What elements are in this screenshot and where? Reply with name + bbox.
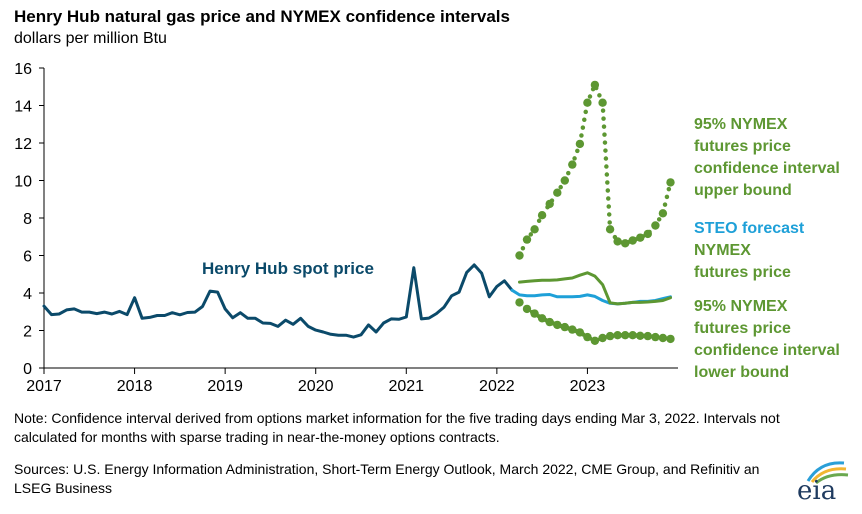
95-nymex-futures-price-confidence-interval-upper-bound-point: [628, 236, 637, 245]
95-nymex-futures-price-confidence-interval-upper-bound-point: [522, 235, 532, 244]
95-nymex-futures-price-confidence-interval-upper-bound-point: [621, 239, 630, 248]
95-nymex-futures-price-confidence-interval-upper-bound-point: [590, 80, 600, 90]
95-nymex-futures-price-confidence-interval-lower-bound-point: [568, 325, 577, 334]
eia-logo-text: eia: [797, 476, 837, 506]
annotation-upper-line-2: futures price: [694, 138, 791, 155]
95-nymex-futures-price-confidence-interval-upper-bound-point: [545, 199, 554, 209]
95-nymex-futures-price-confidence-interval-upper-bound-point: [598, 98, 607, 107]
95-nymex-futures-price-confidence-interval-lower-bound-point: [621, 331, 630, 340]
95-nymex-futures-price-confidence-interval-lower-bound-point: [515, 298, 524, 307]
95-nymex-futures-price-confidence-interval-upper-bound-point: [666, 178, 675, 187]
chart-note: Note: Confidence interval derived from o…: [14, 410, 780, 445]
y-tick-label: 10: [14, 174, 32, 191]
y-axis-unit-label: dollars per million Btu: [14, 30, 167, 47]
95-nymex-futures-price-confidence-interval-lower-bound-point: [643, 331, 652, 341]
y-tick-label: 6: [23, 249, 32, 266]
annotation-upper-line-3: confidence interval: [694, 160, 840, 177]
95-nymex-futures-price-confidence-interval-lower-bound-point: [583, 332, 592, 342]
x-tick-label: 2018: [117, 378, 153, 395]
henry-hub-spot-price-line: [42, 263, 514, 339]
annotation-lower-line-2: futures price: [694, 320, 791, 337]
95-nymex-futures-price-confidence-interval-upper-bound-point: [537, 211, 547, 220]
nymex-futures-price-line: [518, 271, 672, 306]
95-nymex-futures-price-confidence-interval-lower-bound-point: [605, 331, 615, 341]
annotation-lower-line-1: 95% NYMEX: [694, 298, 788, 315]
95-nymex-futures-price-confidence-interval-upper-bound-point: [575, 139, 585, 149]
x-tick-label: 2020: [298, 378, 334, 395]
y-tick-label: 14: [14, 99, 32, 116]
95-nymex-futures-price-confidence-interval-lower-bound-point: [636, 331, 645, 340]
chart-canvas: 0 2 4 6 8 10 12 14 16 2017 2018 2019 2020 2021 2022 202…: [14, 61, 678, 395]
y-tick-label: 12: [14, 136, 32, 153]
chart-sources: Sources: U.S. Energy Information Adminis…: [14, 461, 760, 496]
y-tick-label: 2: [23, 324, 32, 341]
x-tick-label: 2022: [479, 378, 515, 395]
95-nymex-futures-price-confidence-interval-upper-bound-point: [605, 225, 615, 234]
95-nymex-futures-price-confidence-interval-lower-bound-point: [553, 320, 562, 330]
y-tick-label: 8: [23, 211, 32, 228]
annotation-steo-line-2: NYMEX: [694, 242, 751, 259]
eia-logo: [790, 455, 852, 507]
95-nymex-futures-price-confidence-interval-upper-bound-point: [651, 221, 660, 230]
95-nymex-futures-price-confidence-interval-lower-bound-point: [590, 336, 600, 345]
95-nymex-futures-price-confidence-interval-lower-bound-point: [522, 304, 532, 314]
eia-logo-arcs-icon: [806, 461, 849, 485]
chart-series: [42, 79, 675, 345]
95-nymex-futures-price-confidence-interval-upper-bound-point: [553, 188, 562, 197]
y-tick-label: 4: [23, 286, 32, 303]
95-nymex-futures-price-confidence-interval-lower-bound-point: [658, 333, 668, 343]
95-nymex-futures-price-confidence-interval-upper-bound-point: [643, 229, 652, 239]
95-nymex-futures-price-confidence-interval-lower-bound-point: [530, 309, 539, 318]
x-tick-label: 2019: [207, 378, 243, 395]
95-nymex-futures-price-confidence-interval-upper-bound-point: [658, 209, 668, 218]
95-nymex-futures-price-confidence-interval-upper-bound-point: [515, 251, 524, 260]
chart-title: Henry Hub natural gas price and NYMEX co…: [14, 7, 510, 26]
chart-axes: 0 2 4 6 8 10 12 14 16 2017 2018 2019 2020 2021 2022 202…: [14, 61, 678, 395]
y-tick-label: 16: [14, 61, 32, 78]
annotation-steo-line-1: STEO forecast: [694, 220, 805, 237]
95-nymex-futures-price-confidence-interval-lower-bound-point: [613, 331, 622, 340]
annotation-lower-line-4: lower bound: [694, 364, 790, 381]
95-nymex-futures-price-confidence-interval-upper-bound-point: [636, 233, 645, 242]
95-nymex-futures-price-confidence-interval-upper-bound-point: [530, 225, 539, 234]
95-nymex-futures-price-confidence-interval-lower-bound-point: [628, 331, 637, 340]
x-tick-label: 2023: [570, 378, 606, 395]
95-nymex-futures-price-confidence-interval-lower-bound-point: [651, 332, 660, 342]
annotation-steo-forecast: STEO forecast NYMEX futures price: [694, 218, 804, 284]
95-nymex-futures-price-confidence-interval-upper-bound-point: [613, 237, 622, 246]
x-tick-label: 2017: [26, 378, 62, 395]
95-nymex-futures-price-confidence-interval-lower-bound-point: [537, 314, 547, 323]
x-tick-label: 2021: [388, 378, 424, 395]
annotation-upper-line-4: upper bound: [694, 182, 792, 199]
annotation-lower-bound: 95% NYMEX futures price confidence inter…: [694, 296, 840, 384]
95-nymex-futures-price-confidence-interval-lower-bound-point: [545, 317, 554, 327]
y-tick-label: 0: [23, 361, 32, 378]
annotation-steo-line-3: futures price: [694, 264, 791, 281]
annotation-lower-line-3: confidence interval: [694, 342, 840, 359]
95-nymex-futures-price-confidence-interval-upper-bound-point: [560, 176, 569, 185]
annotation-upper-line-1: 95% NYMEX: [694, 116, 788, 133]
annotation-spot-price: Henry Hub spot price: [202, 259, 374, 278]
95-nymex-futures-price-confidence-interval-upper-bound-point: [583, 98, 592, 107]
95-nymex-futures-price-confidence-interval-lower-bound-point: [575, 328, 585, 337]
95-nymex-futures-price-confidence-interval-lower-bound-point: [666, 334, 675, 344]
95-nymex-futures-price-confidence-interval-upper-bound-point: [568, 160, 577, 169]
95-nymex-futures-price-confidence-interval-lower-bound-point: [598, 333, 607, 343]
95-nymex-futures-price-confidence-interval-lower-bound-point: [560, 322, 569, 332]
annotation-upper-bound: 95% NYMEX futures price confidence inter…: [694, 114, 840, 202]
